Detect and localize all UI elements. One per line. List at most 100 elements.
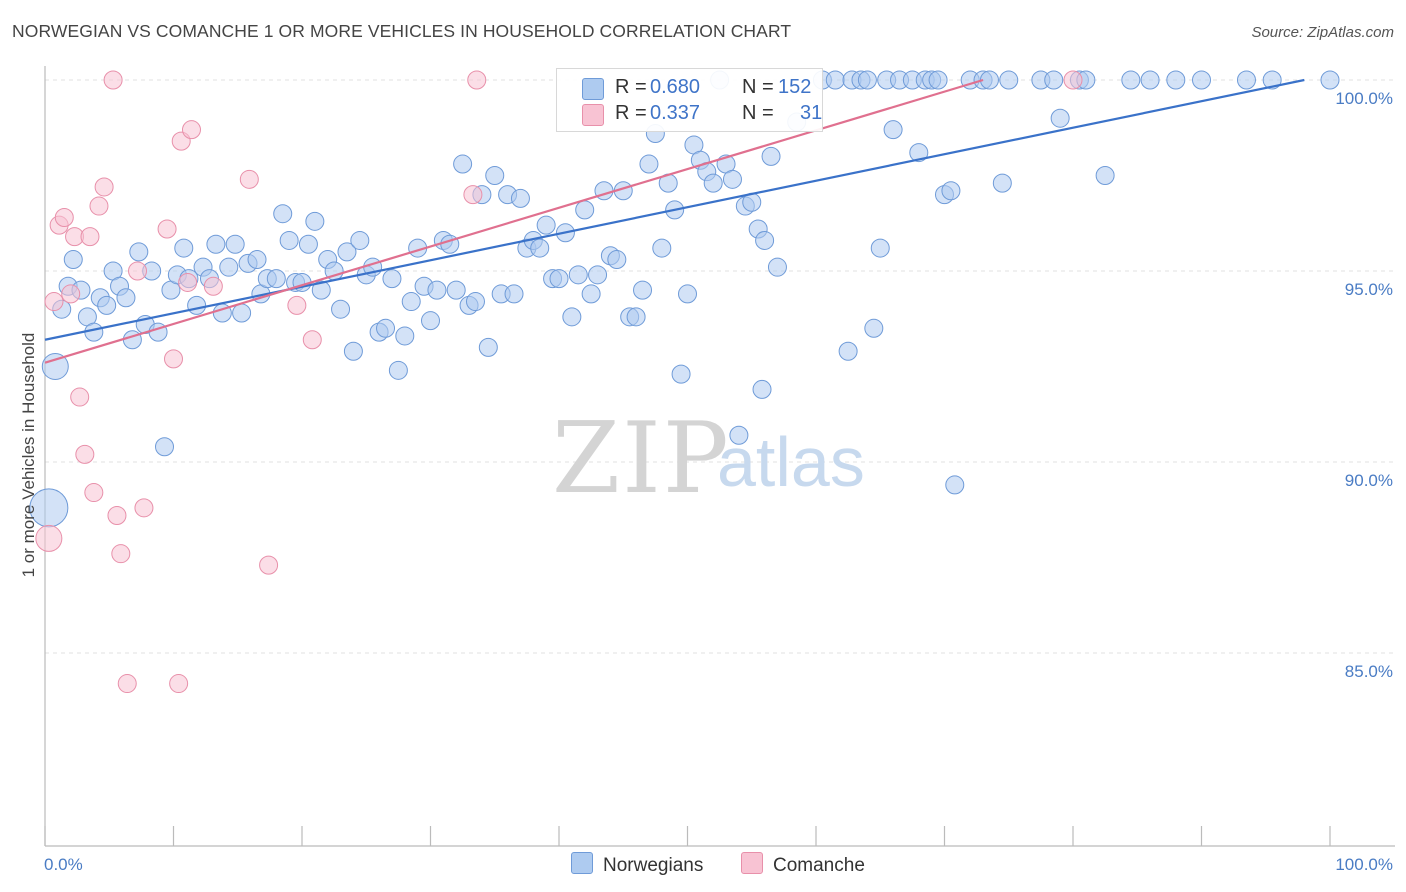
y-axis-title: 1 or more Vehicles in Household bbox=[19, 333, 38, 578]
norwegians-point bbox=[97, 295, 117, 315]
comanche-point bbox=[239, 169, 259, 189]
norwegians-point bbox=[343, 341, 363, 361]
norwegians-point bbox=[729, 425, 749, 445]
comanche-point bbox=[54, 208, 74, 228]
comanche-point bbox=[467, 70, 487, 90]
norwegians-point bbox=[652, 238, 672, 258]
norwegians-point bbox=[350, 230, 370, 250]
comanche-point bbox=[80, 227, 100, 247]
norwegians-point bbox=[1320, 70, 1340, 90]
norwegians-point bbox=[722, 169, 742, 189]
legend-n-value: 31 bbox=[800, 102, 823, 124]
comanche-point bbox=[84, 483, 104, 503]
norwegians-point bbox=[174, 238, 194, 258]
norwegians-point bbox=[427, 280, 447, 300]
comanche-point bbox=[164, 349, 183, 369]
comanche-point bbox=[44, 292, 64, 312]
norwegians-point bbox=[945, 475, 965, 495]
norwegians-point bbox=[1192, 70, 1211, 90]
norwegians-point bbox=[678, 284, 697, 304]
norwegians-point bbox=[388, 360, 408, 380]
comanche-swatch bbox=[582, 104, 604, 126]
norwegians-point bbox=[1095, 166, 1115, 185]
norwegians-point bbox=[305, 211, 325, 231]
norwegians-point bbox=[116, 288, 136, 308]
norwegians-point bbox=[337, 242, 357, 262]
norwegians-point bbox=[376, 318, 396, 338]
norwegians-legend-label: Norwegians bbox=[603, 855, 704, 876]
norwegians-point bbox=[395, 326, 415, 346]
comanche-point bbox=[134, 498, 154, 518]
y-tick-label: 100.0% bbox=[1335, 89, 1393, 108]
norwegians-point bbox=[311, 280, 331, 300]
comanche-legend-label: Comanche bbox=[773, 855, 865, 876]
bottom-legend-norwegians: Norwegians bbox=[571, 852, 703, 877]
norwegians-point bbox=[909, 143, 929, 163]
comanche-point bbox=[70, 387, 90, 407]
norwegians-point bbox=[232, 303, 252, 323]
correlation-legend: R = 0.680 N = 152 R = 0.337 N = 31 bbox=[556, 68, 823, 132]
comanche-point bbox=[157, 219, 177, 239]
norwegians-point bbox=[562, 307, 582, 327]
norwegians-point bbox=[84, 322, 104, 342]
comanche-point bbox=[302, 330, 322, 350]
norwegians-point bbox=[510, 188, 530, 208]
watermark-zip: ZIP bbox=[552, 402, 731, 516]
norwegians-point bbox=[883, 120, 903, 140]
norwegians-point bbox=[1050, 108, 1070, 128]
comanche-point bbox=[107, 505, 127, 525]
comanche-point bbox=[169, 674, 189, 694]
norwegians-point bbox=[1140, 70, 1160, 90]
norwegians-point bbox=[870, 238, 890, 258]
norwegians-point bbox=[639, 154, 659, 174]
norwegians-point bbox=[1262, 70, 1282, 90]
norwegians-point bbox=[767, 257, 787, 277]
norwegians-point bbox=[219, 257, 239, 277]
x-tick-label: 100.0% bbox=[1335, 855, 1393, 874]
norwegians-trend-line bbox=[44, 78, 1305, 341]
norwegians-point bbox=[549, 269, 569, 289]
comanche-point bbox=[75, 444, 95, 464]
norwegians-point bbox=[761, 146, 781, 166]
norwegians-point bbox=[992, 173, 1012, 193]
norwegians-point bbox=[129, 242, 149, 262]
comanche-trend-line bbox=[44, 78, 984, 364]
legend-r-value: 0.680 bbox=[650, 76, 701, 98]
legend-r-value: 0.337 bbox=[650, 102, 701, 124]
comanche-legend-swatch bbox=[741, 852, 763, 874]
norwegians-point bbox=[453, 154, 473, 174]
norwegians-point bbox=[530, 238, 550, 258]
norwegians-point bbox=[504, 284, 524, 304]
y-tick-label: 95.0% bbox=[1345, 280, 1393, 299]
comanche-point bbox=[111, 544, 131, 564]
norwegians-point bbox=[752, 379, 772, 399]
y-tick-label: 85.0% bbox=[1345, 662, 1393, 681]
axes bbox=[44, 66, 1395, 847]
comanche-point bbox=[463, 185, 483, 205]
norwegians-point bbox=[536, 215, 556, 235]
norwegians-point bbox=[864, 318, 884, 338]
norwegians-point bbox=[575, 200, 595, 220]
norwegians-point bbox=[446, 280, 466, 300]
norwegians-point bbox=[187, 295, 207, 315]
norwegians-point bbox=[928, 70, 948, 90]
norwegians-point bbox=[279, 230, 299, 250]
comanche-points bbox=[35, 70, 1083, 694]
norwegians-point bbox=[382, 269, 402, 289]
comanche-point bbox=[287, 295, 307, 315]
norwegians-point bbox=[485, 166, 505, 185]
norwegians-point bbox=[1044, 70, 1064, 90]
norwegians-point bbox=[401, 292, 421, 312]
norwegians-point bbox=[581, 284, 601, 304]
norwegians-point bbox=[857, 70, 877, 90]
norwegians-point bbox=[1166, 70, 1186, 90]
norwegians-point bbox=[1236, 70, 1256, 90]
comanche-point bbox=[61, 284, 81, 304]
norwegians-point bbox=[331, 299, 351, 319]
norwegians-swatch bbox=[582, 78, 604, 100]
norwegians-point bbox=[465, 292, 485, 312]
norwegians-legend-swatch bbox=[571, 852, 593, 874]
y-tick-label: 90.0% bbox=[1345, 471, 1393, 490]
comanche-point bbox=[103, 70, 123, 90]
